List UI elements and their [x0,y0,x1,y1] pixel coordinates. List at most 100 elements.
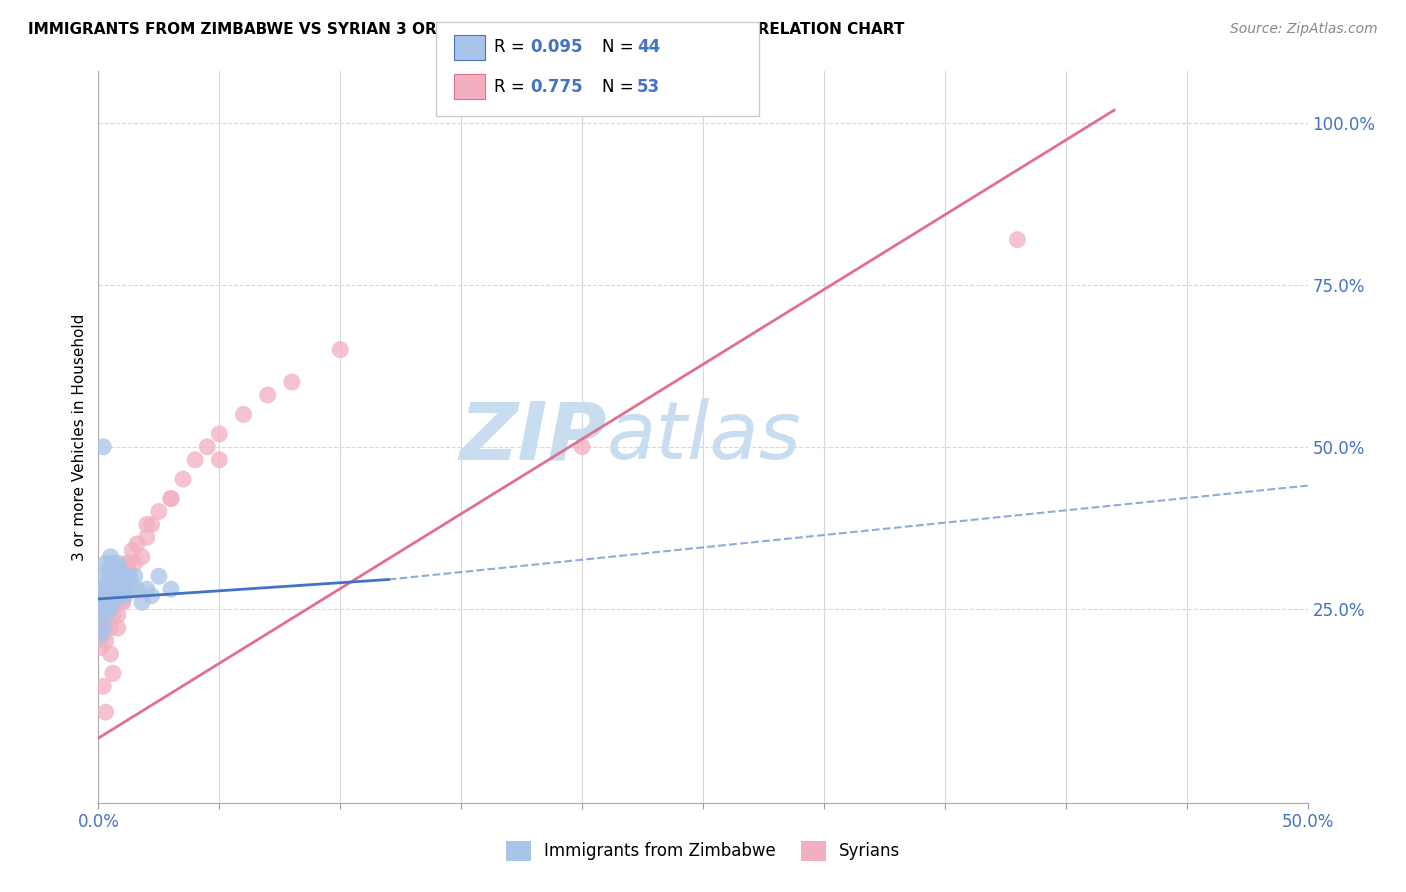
Text: IMMIGRANTS FROM ZIMBABWE VS SYRIAN 3 OR MORE VEHICLES IN HOUSEHOLD CORRELATION C: IMMIGRANTS FROM ZIMBABWE VS SYRIAN 3 OR … [28,22,904,37]
Point [111,569,134,583]
Point [101,557,124,571]
Point [107,589,129,603]
Text: N =: N = [602,78,638,95]
Point [101,582,124,597]
Text: R =: R = [494,38,530,56]
Point [135,517,157,532]
Point [107,608,129,623]
Text: R =: R = [494,78,530,95]
Point [232,408,254,422]
Point [100,582,122,597]
Point [107,557,129,571]
Point [107,589,129,603]
Point [101,595,124,609]
Point [101,666,124,681]
Point [256,388,278,402]
Point [118,575,141,590]
Point [97,575,120,590]
Point [124,569,146,583]
Point [94,582,117,597]
Point [208,452,231,467]
Point [101,569,124,583]
Point [104,563,127,577]
Point [97,595,120,609]
Point [91,582,114,597]
Point [108,582,131,597]
Text: 44: 44 [637,38,661,56]
Point [91,440,114,454]
Point [160,491,183,506]
Text: atlas: atlas [606,398,801,476]
Point [107,621,129,635]
Point [111,595,134,609]
Point [91,601,114,615]
Point [121,582,143,597]
Point [94,595,117,609]
Point [1007,233,1029,247]
Point [101,582,124,597]
Point [90,627,112,641]
Point [107,569,129,583]
Point [135,582,157,597]
Point [148,504,170,518]
Point [108,563,131,577]
Point [97,615,120,629]
Point [101,608,124,623]
Point [281,375,304,389]
Point [104,569,127,583]
Point [94,705,117,719]
Point [111,595,134,609]
Text: 53: 53 [637,78,659,95]
Point [91,621,114,635]
Point [121,543,143,558]
Point [97,582,120,597]
Text: N =: N = [602,38,638,56]
Point [94,569,117,583]
Point [94,634,117,648]
Point [172,472,194,486]
Point [117,569,139,583]
Y-axis label: 3 or more Vehicles in Household: 3 or more Vehicles in Household [72,313,87,561]
Point [571,440,593,454]
Point [97,563,120,577]
Point [141,589,163,603]
Point [117,557,139,571]
Point [90,640,112,655]
Point [100,647,122,661]
Point [90,621,112,635]
Text: 0.095: 0.095 [530,38,582,56]
Point [160,582,183,597]
Point [195,440,218,454]
Point [141,517,163,532]
Point [91,601,114,615]
Point [100,601,122,615]
Point [131,595,153,609]
Text: Source: ZipAtlas.com: Source: ZipAtlas.com [1230,22,1378,37]
Point [208,426,231,441]
Point [160,491,183,506]
Point [97,589,120,603]
Point [94,557,117,571]
Point [114,589,136,603]
Point [100,569,122,583]
Point [127,582,149,597]
Point [90,608,112,623]
Point [104,595,127,609]
Point [104,582,127,597]
Text: ZIP: ZIP [458,398,606,476]
Point [100,621,122,635]
Point [131,549,153,564]
Point [94,608,117,623]
Point [114,582,136,597]
Point [94,608,117,623]
Point [100,589,122,603]
Legend: Immigrants from Zimbabwe, Syrians: Immigrants from Zimbabwe, Syrians [499,834,907,868]
Point [329,343,352,357]
Point [111,569,134,583]
Point [104,575,127,590]
Point [184,452,207,467]
Point [118,569,141,583]
Text: 0.775: 0.775 [530,78,582,95]
Point [127,537,149,551]
Point [100,549,122,564]
